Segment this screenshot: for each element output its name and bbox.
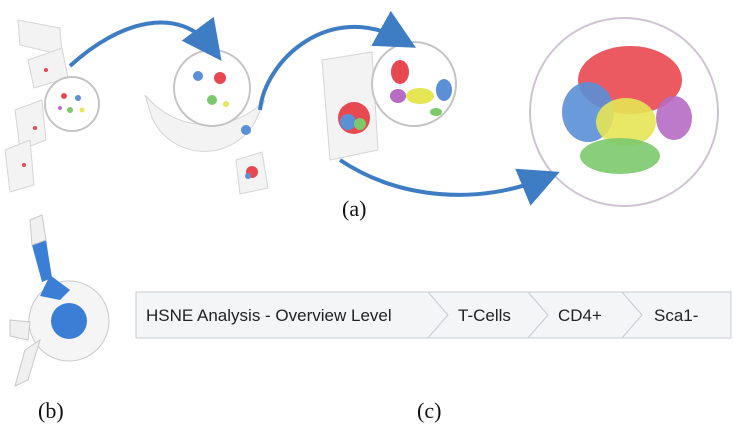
level-2-view <box>144 49 269 195</box>
crumb-sca1-label: Sca1- <box>654 306 698 325</box>
crumb-overview-label: HSNE Analysis - Overview Level <box>146 306 392 325</box>
panel-a <box>4 10 719 207</box>
zoom-arrow-3 <box>338 158 560 206</box>
caption-c: (c) <box>417 398 442 423</box>
crumb-tcells-label: T-Cells <box>458 306 511 325</box>
level-4-view <box>529 17 719 207</box>
level-3-view <box>321 41 457 161</box>
crumb-tcells[interactable]: T-Cells <box>426 291 549 339</box>
panel-b-sunburst <box>9 214 110 387</box>
caption-a: (a) <box>342 196 367 221</box>
crumb-sca1[interactable]: Sca1- <box>620 291 732 339</box>
level-1-view <box>4 19 100 193</box>
crumb-cd4[interactable]: CD4+ <box>526 291 643 339</box>
crumb-cd4-label: CD4+ <box>558 306 602 325</box>
panel-c-breadcrumb: HSNE Analysis - Overview Level T-Cells C… <box>135 291 732 339</box>
caption-b: (b) <box>38 398 64 423</box>
zoom-arrow-1 <box>68 16 222 68</box>
zoom-arrow-2 <box>258 10 416 111</box>
crumb-overview[interactable]: HSNE Analysis - Overview Level <box>135 291 449 339</box>
